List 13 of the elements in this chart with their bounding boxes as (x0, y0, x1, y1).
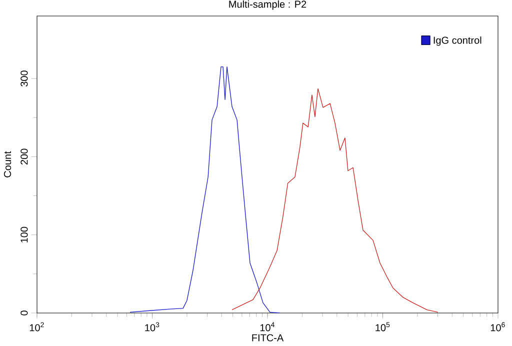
y-tick-label: 300 (20, 70, 28, 86)
x-tick-label: 10$^{5}$ (376, 322, 390, 332)
x-tick-label: 10$^{3}$ (145, 322, 160, 332)
y-axis-title: Count (4, 151, 12, 178)
y-tick-label: 0 (20, 310, 28, 316)
x-tick-label: 10$^{2}$ (30, 322, 44, 332)
y-tick-label: 200 (20, 148, 28, 165)
y-tick-label: 100 (20, 226, 28, 242)
x-tick-label: 10$^{6}$ (490, 322, 505, 332)
x-axis-title: FITC-A (252, 334, 284, 342)
x-tick-label: 10$^{4}$ (260, 322, 274, 332)
chart-title: Multi-sample : P2 (229, 0, 306, 10)
legend-label: IgG control (434, 36, 482, 46)
